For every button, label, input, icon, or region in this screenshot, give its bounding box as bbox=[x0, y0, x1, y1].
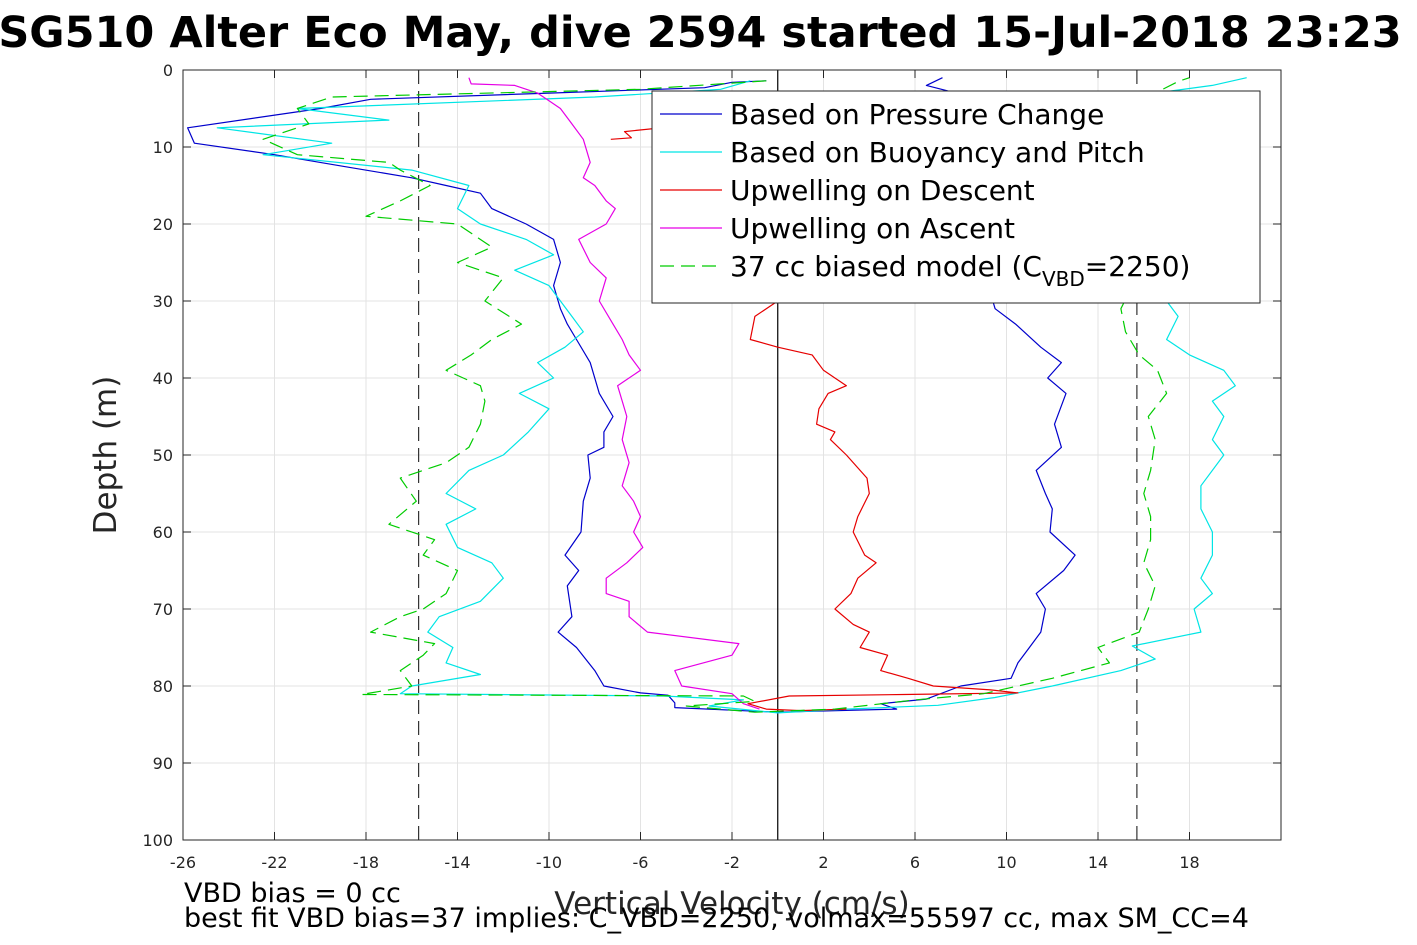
chart-title: SG510 Alter Eco May, dive 2594 started 1… bbox=[0, 8, 1402, 58]
y-tick-label: 20 bbox=[153, 215, 173, 234]
legend: Based on Pressure Change Based on Buoyanc… bbox=[651, 90, 1261, 304]
x-tick-label: -2 bbox=[724, 853, 740, 872]
y-tick-label: 80 bbox=[153, 677, 173, 696]
series-line bbox=[262, 77, 1190, 713]
y-axis-label: Depth (m) bbox=[88, 376, 124, 535]
x-tick-label: -14 bbox=[444, 853, 470, 872]
legend-box bbox=[651, 90, 1261, 304]
legend-label-end: =2250) bbox=[1085, 250, 1191, 283]
legend-label: Based on Pressure Change bbox=[730, 98, 1104, 131]
series-line bbox=[610, 107, 1019, 712]
y-tick-label: 70 bbox=[153, 600, 173, 619]
y-axis-ticks: 0 10 20 30 40 50 60 70 80 90 100 bbox=[142, 61, 1281, 850]
y-tick-label: 0 bbox=[163, 61, 173, 80]
x-tick-label: -26 bbox=[170, 853, 196, 872]
x-tick-label: 14 bbox=[1088, 853, 1108, 872]
x-tick-label: 18 bbox=[1179, 853, 1199, 872]
x-tick-label: 10 bbox=[996, 853, 1016, 872]
footer-line-1: VBD bias = 0 cc bbox=[184, 878, 401, 909]
legend-label: Upwelling on Ascent bbox=[730, 212, 1015, 245]
y-tick-label: 30 bbox=[153, 292, 173, 311]
x-tick-label: -10 bbox=[536, 853, 562, 872]
legend-label: 37 cc biased model (CVBD=2250) bbox=[730, 250, 1190, 291]
y-tick-label: 50 bbox=[153, 446, 173, 465]
y-tick-label: 90 bbox=[153, 754, 173, 773]
y-tick-label: 100 bbox=[142, 831, 173, 850]
legend-label-subscript: VBD bbox=[1042, 267, 1085, 291]
y-tick-label: 40 bbox=[153, 369, 173, 388]
footer-line-2: best fit VBD bias=37 implies: C_VBD=2250… bbox=[184, 903, 1249, 934]
x-axis-label: Vertical Velocity (cm/s) bbox=[554, 886, 909, 922]
x-tick-label: 2 bbox=[818, 853, 828, 872]
x-tick-label: -6 bbox=[633, 853, 649, 872]
legend-label: Based on Buoyancy and Pitch bbox=[730, 136, 1145, 169]
legend-label: Upwelling on Descent bbox=[730, 174, 1035, 207]
x-tick-label: -18 bbox=[353, 853, 379, 872]
x-tick-label: 6 bbox=[910, 853, 920, 872]
y-tick-label: 60 bbox=[153, 523, 173, 542]
legend-label-main: 37 cc biased model (C bbox=[730, 250, 1042, 283]
data-series bbox=[187, 77, 1247, 714]
series-line bbox=[187, 77, 1076, 713]
y-tick-label: 10 bbox=[153, 138, 173, 157]
series-line bbox=[216, 77, 1247, 714]
series-line bbox=[468, 77, 760, 710]
x-axis-ticks: -26 -22 -18 -14 -10 -6 -2 2 6 10 14 18 bbox=[170, 70, 1200, 872]
x-tick-label: -22 bbox=[261, 853, 287, 872]
